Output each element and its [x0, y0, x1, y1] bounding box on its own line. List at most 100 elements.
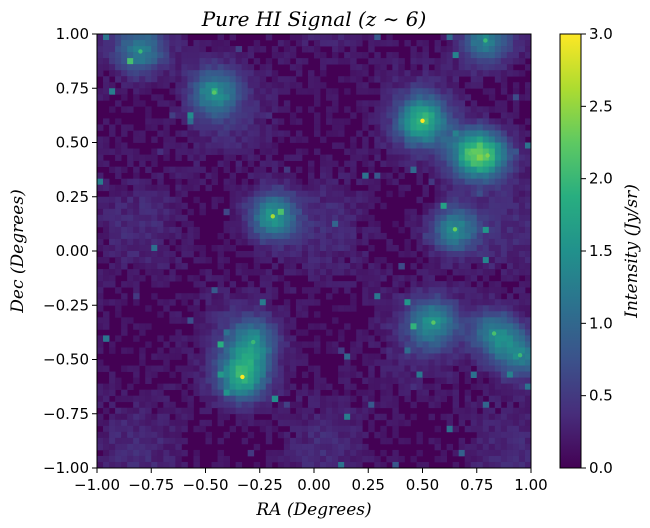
- heatmap-cell: [404, 377, 411, 385]
- heatmap-cell: [512, 154, 520, 161]
- heatmap-cell: [356, 455, 363, 463]
- heatmap-cell: [283, 281, 291, 288]
- heatmap-cell: [458, 154, 466, 161]
- heatmap-cell: [458, 208, 466, 216]
- heatmap-cell: [109, 46, 116, 53]
- heatmap-cell: [301, 232, 309, 240]
- heatmap-cell: [229, 341, 237, 348]
- heatmap-cell: [488, 389, 496, 397]
- heatmap-cell: [283, 46, 291, 53]
- heatmap-cell: [464, 190, 472, 198]
- heatmap-cell: [307, 214, 315, 222]
- heatmap-cell: [452, 34, 460, 41]
- heatmap-cell: [332, 443, 339, 451]
- heatmap-cell: [440, 257, 448, 264]
- heatmap-cell: [127, 455, 134, 463]
- heatmap-cell: [235, 269, 243, 276]
- heatmap-cell: [476, 244, 484, 252]
- heatmap-cell: [283, 317, 291, 324]
- heatmap-cell: [295, 70, 303, 77]
- heatmap-cell: [326, 257, 333, 264]
- heatmap-cell: [350, 353, 357, 360]
- heatmap-cell: [223, 208, 231, 216]
- heatmap-cell: [440, 136, 448, 143]
- heatmap-cell: [271, 244, 279, 252]
- heatmap-cell: [506, 64, 514, 71]
- heatmap-cell: [277, 40, 285, 47]
- heatmap-cell: [307, 389, 315, 397]
- heatmap-cell: [295, 88, 303, 95]
- heatmap-cell: [235, 142, 243, 149]
- heatmap-cell: [380, 130, 387, 137]
- heatmap-cell: [404, 112, 411, 119]
- heatmap-cell: [332, 395, 339, 403]
- heatmap-cell: [247, 118, 255, 125]
- heatmap-cell: [121, 407, 128, 415]
- heatmap-cell: [320, 154, 327, 161]
- heatmap-cell: [163, 419, 170, 427]
- heatmap-cell: [518, 196, 526, 204]
- heatmap-cell: [289, 154, 297, 161]
- heatmap-cell: [181, 130, 188, 137]
- heatmap-cell: [235, 70, 243, 77]
- heatmap-cell: [241, 52, 249, 59]
- heatmap-cell: [518, 251, 526, 258]
- heatmap-cell: [434, 46, 441, 53]
- heatmap-cell: [440, 46, 448, 53]
- heatmap-cell: [205, 293, 212, 300]
- heatmap-cell: [301, 311, 309, 318]
- heatmap-cell: [301, 437, 309, 445]
- heatmap-cell: [374, 130, 381, 137]
- heatmap-cell: [169, 34, 176, 41]
- y-axis-label: Dec (Degrees): [8, 189, 28, 313]
- heatmap-cell: [109, 251, 116, 258]
- heatmap-cell: [265, 226, 273, 234]
- heatmap-cell: [181, 413, 188, 421]
- heatmap-cell: [386, 347, 393, 354]
- heatmap-cell: [169, 232, 176, 240]
- heatmap-cell: [97, 160, 104, 168]
- heatmap-cell: [199, 244, 206, 252]
- heatmap-cell: [103, 40, 110, 47]
- heatmap-cell: [326, 220, 333, 228]
- heatmap-cell: [181, 251, 188, 258]
- heatmap-cell: [109, 389, 116, 397]
- heatmap-cell: [500, 305, 508, 312]
- heatmap-cell: [301, 58, 309, 65]
- heatmap-cell: [253, 287, 261, 294]
- heatmap-cell: [314, 202, 321, 210]
- heatmap-cell: [494, 251, 502, 258]
- heatmap-cell: [374, 401, 381, 409]
- heatmap-cell: [416, 154, 423, 161]
- heatmap-cell: [392, 100, 399, 107]
- heatmap-cell: [398, 335, 405, 342]
- heatmap-cell: [362, 136, 369, 143]
- heatmap-cell: [205, 335, 212, 342]
- heatmap-cell: [440, 299, 448, 306]
- heatmap-cell: [289, 419, 297, 427]
- heatmap-cell: [392, 371, 399, 378]
- heatmap-cell: [259, 281, 267, 288]
- heatmap-cell: [470, 359, 478, 366]
- heatmap-cell: [205, 88, 212, 95]
- heatmap-cell: [410, 226, 417, 234]
- heatmap-cell: [301, 425, 309, 433]
- x-tick-label: 0.00: [297, 476, 330, 494]
- heatmap-cell: [428, 371, 435, 378]
- heatmap-cell: [470, 347, 478, 354]
- bright-spot-6: [251, 339, 256, 345]
- heatmap-cell: [470, 64, 478, 71]
- heatmap-cell: [338, 190, 345, 198]
- heatmap-cell: [428, 82, 435, 89]
- heatmap-cell: [482, 335, 490, 342]
- heatmap-cell: [434, 353, 441, 360]
- heatmap-cell: [229, 401, 237, 409]
- heatmap-cell: [482, 46, 490, 53]
- heatmap-cell: [410, 371, 417, 378]
- heatmap-cell: [109, 184, 116, 192]
- heatmap-cell: [247, 389, 255, 397]
- heatmap-cell: [518, 232, 526, 240]
- heatmap-cell: [97, 365, 104, 372]
- heatmap-cell: [253, 232, 261, 240]
- heatmap-cell: [344, 269, 351, 276]
